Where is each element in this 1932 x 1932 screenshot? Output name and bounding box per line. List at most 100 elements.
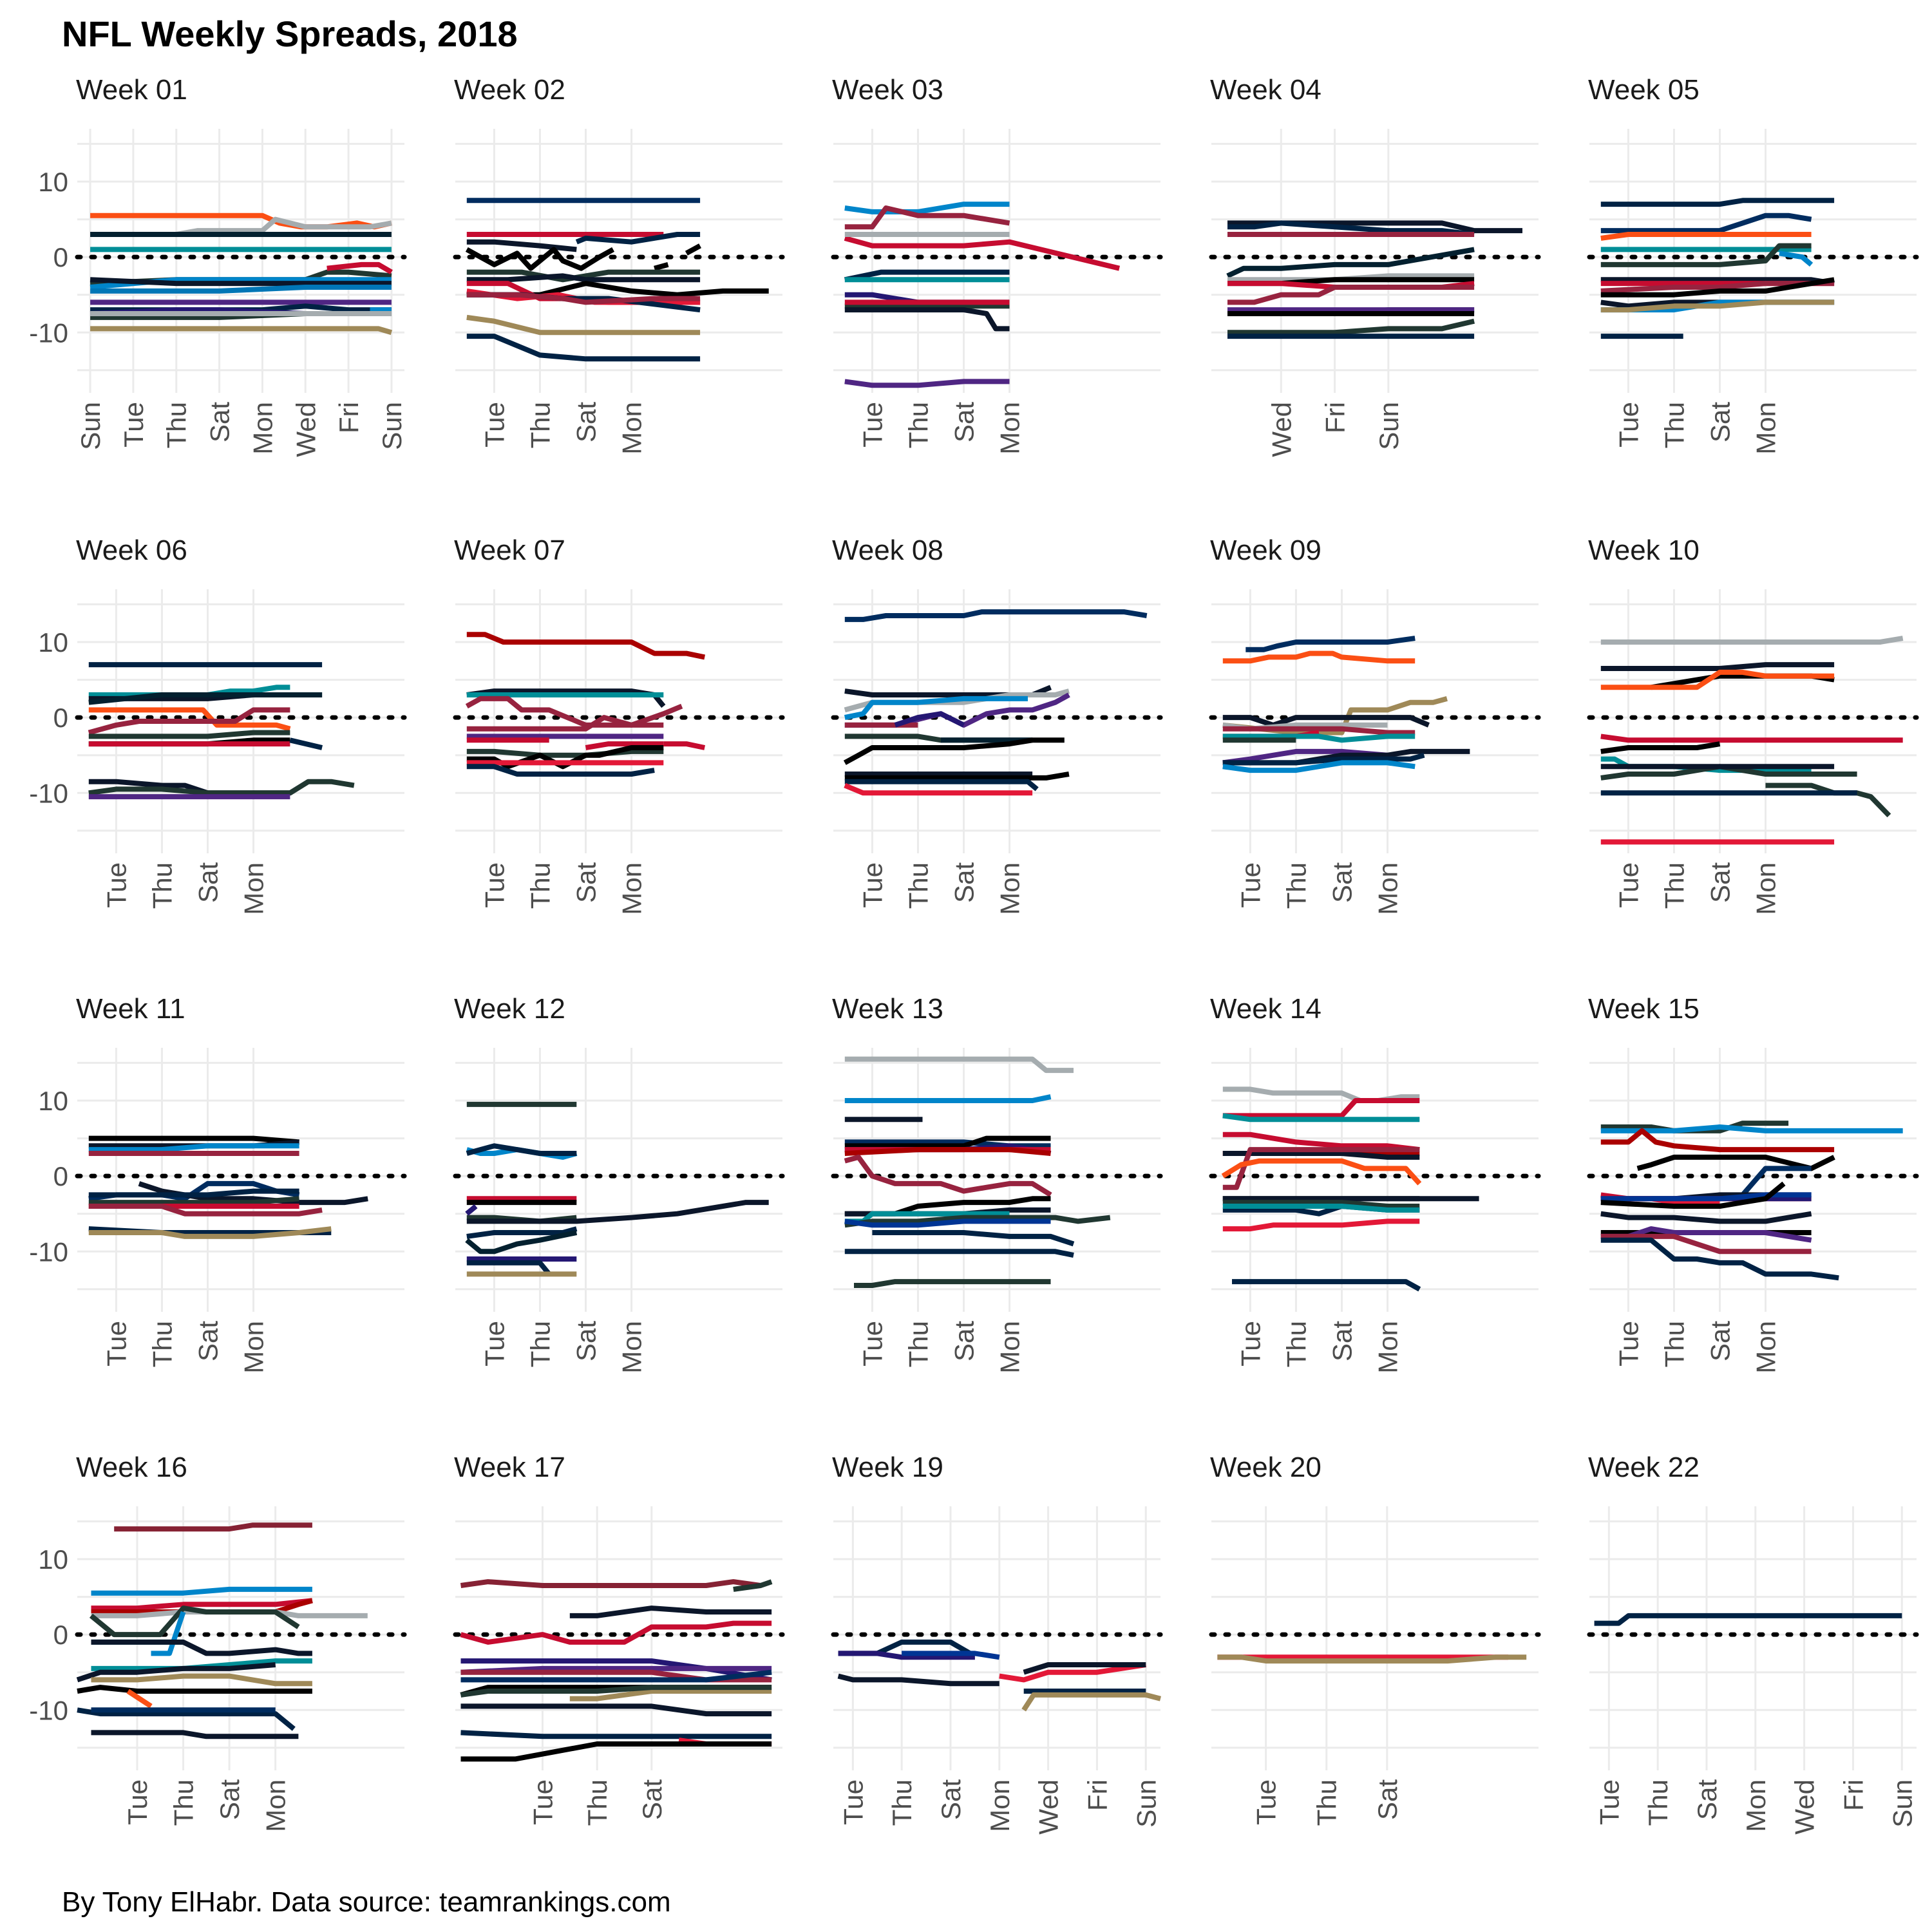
facet-panel: Week 11 -10 0 10 Tue Thu Sat Mon xyxy=(29,993,407,1374)
spread-series-line xyxy=(1600,243,1812,267)
x-tick-label: Sun xyxy=(377,402,407,450)
spread-series-line xyxy=(1600,662,1835,671)
x-tick-label: Thu xyxy=(887,1779,917,1826)
y-tick-label: 10 xyxy=(38,1086,68,1116)
spread-series-line xyxy=(460,1703,772,1717)
spread-series-line xyxy=(460,1669,772,1683)
x-tick-label: Tue xyxy=(479,862,509,908)
x-tick-label: Tue xyxy=(857,1321,887,1367)
spread-series-line xyxy=(844,202,1010,214)
x-tick-label: Mon xyxy=(1751,402,1781,455)
y-tick-label: 10 xyxy=(38,167,68,197)
spread-series-line xyxy=(460,1665,772,1675)
spread-series-line xyxy=(854,1279,1051,1288)
spread-series-line xyxy=(1600,277,1835,298)
x-tick-label: Mon xyxy=(985,1779,1015,1832)
spread-series-line xyxy=(1226,247,1475,279)
x-tick-label: Tue xyxy=(1594,1779,1624,1825)
spread-series-line xyxy=(685,243,702,256)
spread-series-line xyxy=(90,326,393,336)
x-tick-label: Thu xyxy=(1281,862,1311,909)
spread-series-line xyxy=(466,1260,551,1276)
spread-series-line xyxy=(1222,1098,1420,1119)
facet-label: Week 17 xyxy=(454,1452,565,1483)
spread-series-line xyxy=(1221,1158,1422,1186)
x-tick-label: Thu xyxy=(1659,402,1689,448)
spread-series-line xyxy=(844,772,1070,781)
spread-series-line xyxy=(465,1230,578,1255)
facet-panel: Week 09 Tue Thu Sat Mon xyxy=(1209,535,1541,915)
x-tick-label: Mon xyxy=(617,402,647,455)
spread-series-line xyxy=(999,1662,1146,1683)
spread-series-line xyxy=(466,1200,769,1224)
spread-series-line xyxy=(1023,1662,1146,1675)
x-tick-label: Sun xyxy=(1374,402,1404,450)
facet-panel: Week 19 Tue Thu Sat Mon Wed Fri Sun xyxy=(831,1452,1163,1835)
facet-panel: Week 20 Tue Thu Sat xyxy=(1209,1452,1541,1826)
spread-series-line xyxy=(466,281,769,298)
facet-panel: Week 02 Tue Thu Sat Mon xyxy=(453,74,785,455)
spread-series-line xyxy=(289,737,323,750)
facet-label: Week 20 xyxy=(1210,1452,1321,1483)
facet-label: Week 16 xyxy=(76,1452,187,1483)
x-tick-label: Tue xyxy=(1613,402,1643,448)
x-tick-label: Sat xyxy=(1372,1779,1403,1820)
spread-series-line xyxy=(88,730,290,739)
facet-label: Week 02 xyxy=(454,74,565,106)
spread-series-line xyxy=(894,711,965,728)
spread-series-line xyxy=(663,741,706,750)
spread-series-line xyxy=(844,779,1039,791)
spread-series-line xyxy=(843,737,1065,765)
facet-panel: Week 12 Tue Thu Sat Mon xyxy=(453,993,785,1374)
spread-series-line xyxy=(1245,636,1416,652)
x-tick-label: Thu xyxy=(1312,1779,1342,1826)
spread-series-line xyxy=(569,1605,772,1618)
spread-series-line xyxy=(460,1741,772,1762)
x-tick-label: Tue xyxy=(1613,1321,1643,1367)
spread-series-line xyxy=(1600,1192,1812,1202)
spread-series-line xyxy=(1600,1128,1835,1153)
spread-series-line xyxy=(466,314,701,336)
x-tick-label: Sun xyxy=(1887,1779,1917,1828)
x-tick-label: Thu xyxy=(1643,1779,1673,1826)
x-tick-label: Mon xyxy=(995,402,1025,455)
spread-series-line xyxy=(76,1662,276,1683)
spread-series-line xyxy=(1600,636,1904,645)
x-tick-label: Tue xyxy=(838,1779,868,1825)
spread-series-line xyxy=(844,782,1033,796)
x-tick-label: Thu xyxy=(169,1779,199,1826)
facet-label: Week 12 xyxy=(454,993,565,1025)
x-tick-label: Sat xyxy=(949,402,979,442)
x-tick-label: Thu xyxy=(147,862,177,909)
x-tick-label: Mon xyxy=(239,862,269,915)
facet-label: Week 09 xyxy=(1210,535,1321,566)
spread-series-line xyxy=(327,261,393,275)
x-tick-label: Thu xyxy=(162,402,192,448)
spread-series-line xyxy=(1222,1218,1420,1232)
facet-panel: Week 06 -10 0 10 Tue Thu Sat Mon xyxy=(29,535,407,915)
spread-series-line xyxy=(872,1230,1075,1247)
spread-series-line xyxy=(575,232,701,245)
spread-series-line xyxy=(88,707,290,735)
y-tick-label: -10 xyxy=(29,1236,68,1267)
spread-series-line xyxy=(1021,1692,1161,1712)
spread-series-line xyxy=(1222,1113,1420,1122)
spread-series-line xyxy=(88,1196,299,1206)
spread-series-line xyxy=(1222,650,1416,664)
spread-series-line xyxy=(844,1056,1074,1074)
spread-series-line xyxy=(466,239,577,252)
spread-series-line xyxy=(1222,726,1416,735)
x-tick-label: Sat xyxy=(1705,1321,1735,1361)
spread-series-line xyxy=(1600,1237,1839,1281)
x-tick-label: Fri xyxy=(1082,1779,1112,1811)
x-tick-label: Tue xyxy=(118,402,149,448)
x-tick-label: Fri xyxy=(334,402,364,433)
y-tick-label: 10 xyxy=(38,627,68,658)
facet-panel: Week 08 Tue Thu Sat Mon xyxy=(831,535,1163,915)
facet-label: Week 19 xyxy=(832,1452,943,1483)
spread-series-line xyxy=(1222,1151,1420,1160)
facet-label: Week 11 xyxy=(76,993,185,1025)
spread-series-line xyxy=(844,696,1028,721)
spread-series-line xyxy=(1600,1211,1812,1224)
